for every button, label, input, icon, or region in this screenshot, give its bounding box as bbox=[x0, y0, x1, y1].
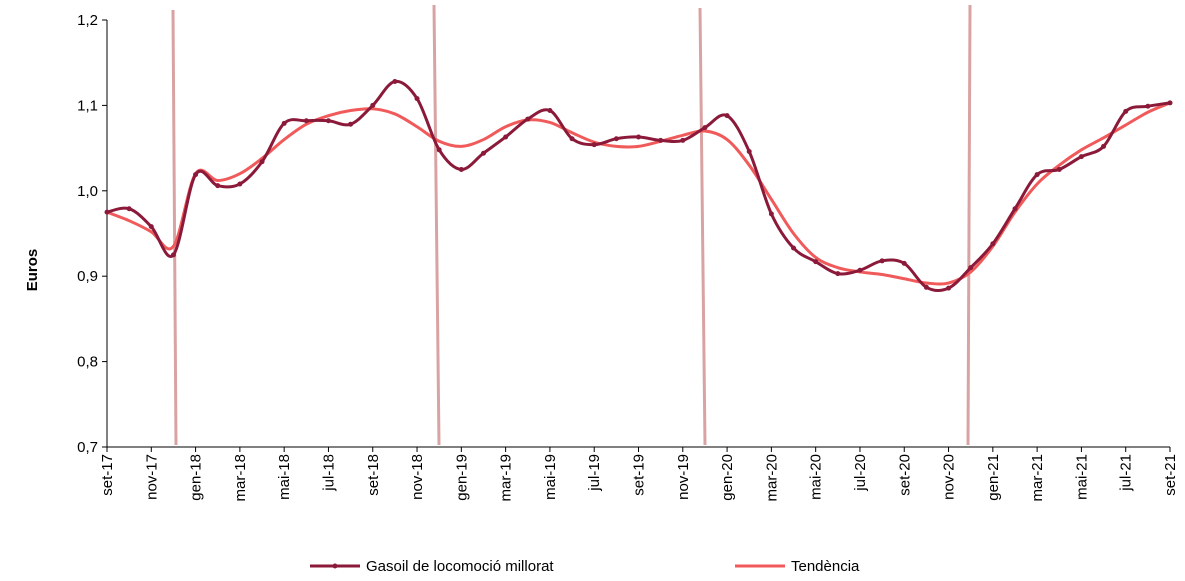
legend-marker bbox=[332, 563, 338, 569]
x-tick-label: set-21 bbox=[1162, 454, 1179, 496]
data-point bbox=[901, 260, 907, 266]
data-point bbox=[1123, 108, 1129, 114]
x-tick-label: nov-18 bbox=[409, 454, 426, 500]
x-tick-label: mai-19 bbox=[542, 454, 559, 500]
data-point bbox=[857, 267, 863, 273]
x-tick-label: gen-19 bbox=[453, 454, 470, 501]
data-point bbox=[458, 166, 464, 172]
x-tick-label: nov-20 bbox=[941, 454, 958, 500]
y-tick-label: 1,1 bbox=[77, 97, 98, 114]
x-tick-label: nov-19 bbox=[675, 454, 692, 500]
data-point bbox=[259, 159, 265, 165]
data-point bbox=[1167, 100, 1173, 106]
data-point bbox=[591, 142, 597, 148]
x-tick-label: jul-18 bbox=[320, 454, 337, 492]
data-point bbox=[1101, 143, 1107, 149]
x-tick-label: mar-21 bbox=[1029, 454, 1046, 502]
x-tick-label: jul-21 bbox=[1118, 454, 1135, 492]
x-tick-label: set-20 bbox=[896, 454, 913, 496]
divider bbox=[171, 9, 178, 446]
period-dividers bbox=[171, 4, 972, 446]
data-point bbox=[746, 149, 752, 155]
data-point bbox=[835, 271, 841, 277]
series-line bbox=[106, 79, 1171, 293]
x-tick-label: gen-21 bbox=[985, 454, 1002, 501]
data-point bbox=[990, 241, 996, 247]
data-point bbox=[1012, 206, 1018, 212]
data-point bbox=[303, 118, 309, 124]
x-tick-label: set-19 bbox=[631, 454, 648, 496]
data-point bbox=[281, 120, 287, 126]
data-point bbox=[968, 265, 974, 271]
data-point bbox=[636, 134, 641, 140]
x-tick-label: mai-20 bbox=[808, 454, 825, 500]
divider bbox=[432, 4, 441, 446]
data-point bbox=[215, 183, 221, 189]
divider bbox=[698, 7, 707, 446]
data-point bbox=[436, 147, 442, 153]
y-tick-label: 0,9 bbox=[77, 268, 98, 285]
x-tick-label: jul-20 bbox=[852, 454, 869, 492]
data-point bbox=[791, 245, 797, 251]
data-point bbox=[923, 284, 929, 290]
data-point bbox=[547, 108, 553, 114]
data-point bbox=[1056, 166, 1062, 172]
data-point bbox=[680, 137, 686, 143]
x-tick-label: set-17 bbox=[99, 454, 116, 496]
data-point bbox=[370, 102, 376, 108]
data-point bbox=[702, 125, 708, 131]
x-tick-label: mar-20 bbox=[763, 454, 780, 502]
data-point bbox=[946, 285, 952, 291]
divider bbox=[966, 4, 972, 446]
data-point bbox=[503, 134, 509, 140]
x-tick-label: mar-19 bbox=[498, 454, 515, 502]
y-tick-label: 1,2 bbox=[77, 12, 98, 29]
data-point bbox=[1145, 103, 1151, 109]
y-tick-label: 0,7 bbox=[77, 439, 98, 456]
x-tick-label: mar-18 bbox=[232, 454, 249, 502]
data-point bbox=[879, 258, 885, 264]
data-point bbox=[569, 136, 575, 142]
y-axis-label: Euros bbox=[24, 249, 41, 292]
data-point bbox=[237, 181, 243, 187]
x-tick-label: gen-18 bbox=[188, 454, 205, 501]
x-tick-label: jul-19 bbox=[586, 454, 603, 492]
data-point bbox=[525, 116, 531, 122]
y-tick-label: 0,8 bbox=[77, 354, 98, 371]
x-tick-label: gen-20 bbox=[719, 454, 736, 501]
data-point bbox=[1034, 172, 1040, 178]
data-point bbox=[1078, 154, 1084, 160]
data-point bbox=[613, 136, 619, 142]
data-point bbox=[193, 172, 199, 178]
data-point bbox=[768, 211, 774, 217]
data-point bbox=[148, 224, 154, 230]
data-point bbox=[658, 137, 664, 143]
data-point bbox=[126, 206, 132, 212]
data-point bbox=[104, 209, 110, 215]
data-point bbox=[414, 96, 420, 102]
x-tick-label: nov-17 bbox=[143, 454, 160, 500]
x-tick-label: set-18 bbox=[365, 454, 382, 496]
x-tick-label: mai-18 bbox=[276, 454, 293, 500]
legend-label: Tendència bbox=[791, 558, 860, 575]
y-tick-label: 1,0 bbox=[77, 183, 98, 200]
data-point bbox=[480, 150, 486, 156]
legend-label: Gasoil de locomoció millorat bbox=[366, 558, 554, 575]
series-line bbox=[106, 101, 1171, 286]
data-point bbox=[724, 113, 730, 119]
data-point bbox=[348, 121, 354, 127]
data-point bbox=[325, 118, 331, 124]
data-point bbox=[813, 259, 819, 265]
data-point bbox=[392, 78, 398, 84]
data-point bbox=[170, 252, 176, 258]
x-tick-label: mai-21 bbox=[1073, 454, 1090, 500]
